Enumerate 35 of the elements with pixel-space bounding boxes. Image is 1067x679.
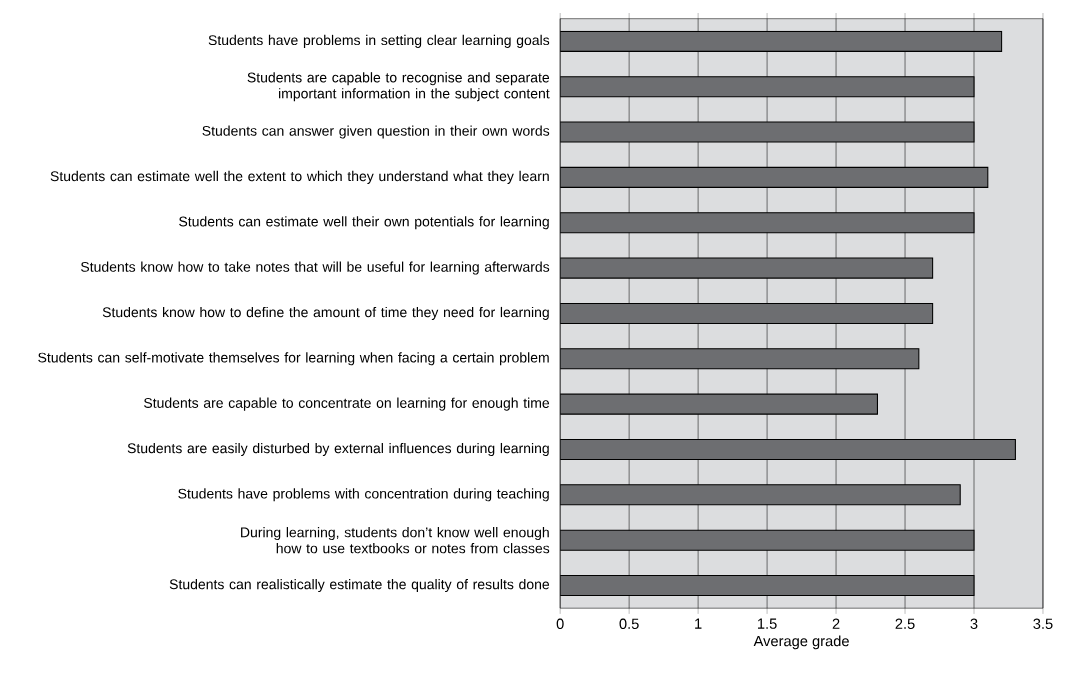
bar [560, 121, 975, 143]
x-tick-label: 2.5 [895, 618, 915, 630]
y-tick-label: Students have problems in setting clear learning goals [208, 34, 550, 48]
bar [560, 575, 975, 597]
x-axis-title: Average grade [753, 635, 849, 650]
y-tick-label: Students are capable to concentrate on learning for enough time [144, 397, 550, 411]
x-tick-label: 3.5 [1033, 618, 1053, 630]
x-tick-label: 1 [695, 618, 702, 629]
x-tick-label: 1.5 [758, 618, 777, 629]
x-tick-label: 3 [970, 618, 978, 630]
bar [560, 166, 989, 188]
bar [560, 212, 975, 234]
y-tick-label: During learning, students don’t know well enough how to use textbooks or notes from classes [241, 527, 550, 554]
x-tick-label: 2 [832, 618, 840, 629]
bar [560, 439, 1016, 461]
y-tick-label: Students can realistically estimate the quality of results done [169, 579, 550, 593]
bar [560, 393, 878, 415]
bar [560, 257, 934, 279]
bar [560, 302, 934, 325]
bar [560, 30, 1003, 52]
x-tick-label: 0.5 [619, 618, 639, 630]
bar [560, 76, 975, 98]
y-tick-label: Students can estimate well the extent to which they understand what they learn [50, 170, 549, 184]
bar [560, 529, 975, 551]
y-tick-label: Students can estimate well their own potentials for learning [179, 216, 549, 230]
bar [560, 348, 920, 370]
bar [560, 484, 961, 506]
y-tick-label: Students are capable to recognise and separate important information in the subject content [247, 72, 550, 102]
y-tick-label: Students can self-motivate themselves for learning when facing a certain problem [38, 352, 549, 366]
y-tick-label: Students know how to take notes that will be useful for learning afterwards [81, 261, 550, 275]
y-tick-label: Students are easily disturbed by external influences during learning [127, 443, 549, 457]
y-tick-label: Students have problems with concentration during teaching [178, 488, 549, 502]
y-tick-label: Students know how to define the amount of time they need for learning [102, 306, 549, 321]
x-tick-label: 0 [556, 618, 564, 630]
y-tick-label: Students can answer given question in their own words [202, 125, 550, 139]
